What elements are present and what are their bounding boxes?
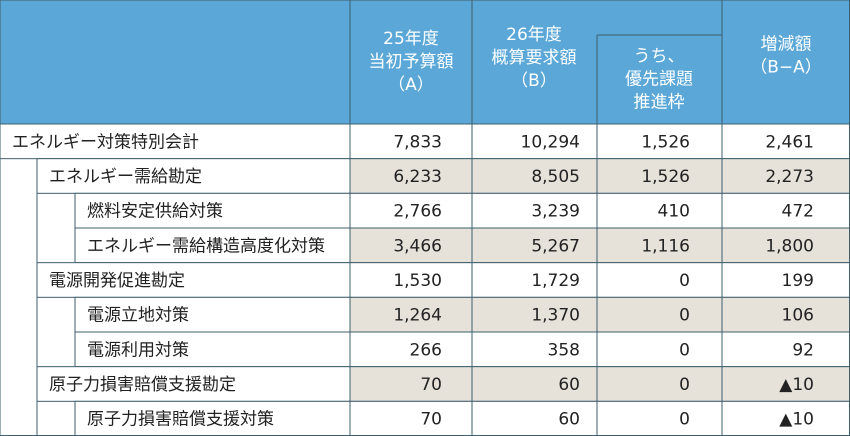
header-text: 26年度	[506, 25, 562, 45]
cell	[471, 192, 598, 229]
row-label: 燃料安定供給対策	[87, 202, 223, 222]
cell	[349, 262, 473, 298]
cell	[721, 400, 850, 436]
header-text: 25年度	[383, 29, 439, 49]
cell	[349, 192, 473, 229]
cell-value: 8,505	[531, 167, 580, 187]
row-label: 電源開発促進勘定	[49, 271, 185, 291]
cell	[471, 296, 598, 333]
cell-value: 1,526	[641, 132, 690, 152]
cell-value: ▲10	[779, 410, 814, 430]
header-bg	[0, 0, 850, 124]
cell-value: 2,766	[393, 202, 442, 222]
cell-value: 1,526	[641, 167, 690, 187]
cell	[471, 262, 598, 298]
cell	[349, 158, 473, 194]
cell-value: 7,833	[393, 132, 442, 152]
cell-value: 70	[420, 375, 442, 395]
header-text: 優先課題	[625, 70, 693, 90]
label-cell	[74, 331, 351, 368]
cell-value: 6,233	[393, 167, 442, 187]
cell-value: 410	[658, 202, 690, 222]
label-cell	[74, 296, 351, 333]
cell	[721, 123, 850, 160]
cell	[471, 331, 598, 368]
cell-value: 70	[420, 410, 442, 430]
row-label: 電源利用対策	[87, 340, 189, 360]
cell-value: 5,267	[531, 236, 580, 256]
header-text: 推進枠	[634, 93, 685, 113]
cell-value: 1,530	[393, 271, 442, 291]
cell-value: 0	[679, 375, 690, 395]
header-text: 当初予算額	[369, 52, 454, 72]
label-cell	[36, 262, 351, 298]
cell	[721, 296, 850, 333]
cell	[349, 366, 473, 402]
cell-value: 1,370	[531, 306, 580, 326]
cell	[721, 331, 850, 368]
cell	[349, 123, 473, 160]
header-text: うち、	[634, 47, 685, 67]
cell	[471, 400, 598, 436]
cell-value: 106	[782, 306, 814, 326]
cell-value: 2,461	[765, 132, 814, 152]
label-cell	[74, 227, 351, 264]
cell	[596, 227, 723, 264]
cell-value: 0	[679, 410, 690, 430]
label-cell	[74, 192, 351, 229]
header-text: （A）	[388, 75, 434, 95]
cell	[721, 192, 850, 229]
cell-value: 1,800	[765, 236, 814, 256]
cell	[596, 296, 723, 333]
cell	[349, 400, 473, 436]
cell-value: 266	[410, 340, 442, 360]
label-cell	[74, 400, 351, 436]
cell	[471, 123, 598, 160]
label-cell	[36, 366, 351, 402]
row-label: エネルギー対策特別会計	[12, 132, 199, 152]
cell-value: 1,116	[641, 236, 690, 256]
cell-value: 92	[792, 340, 814, 360]
cell	[596, 366, 723, 402]
row-label: 原子力損害賠償支援勘定	[49, 375, 236, 395]
cell-value: 60	[558, 410, 580, 430]
header-text: （B−A）	[750, 58, 822, 78]
cell	[596, 123, 723, 160]
cell	[471, 158, 598, 194]
cell	[721, 366, 850, 402]
cell-value: 2,273	[765, 167, 814, 187]
cell-value: 0	[679, 306, 690, 326]
cell	[596, 262, 723, 298]
header-text: 概算要求額	[492, 48, 577, 68]
cell-value: 472	[782, 202, 814, 222]
label-cell	[36, 158, 351, 194]
cell	[596, 158, 723, 194]
header-text: 増減額	[761, 35, 812, 55]
row-label: 原子力損害賠償支援対策	[87, 410, 274, 430]
cell-value: 199	[782, 271, 814, 291]
cell-value: 0	[679, 271, 690, 291]
label-cell	[0, 123, 351, 160]
row-label: エネルギー需給構造高度化対策	[87, 236, 325, 256]
cell-value: 60	[558, 375, 580, 395]
cell-value: 10,294	[521, 132, 580, 152]
cell-value: 0	[679, 340, 690, 360]
header-text: （B）	[511, 71, 557, 91]
cell-value: 1,729	[531, 271, 580, 291]
row-label: エネルギー需給勘定	[49, 167, 202, 187]
cell-value: 3,239	[531, 202, 580, 222]
cell-value: 1,264	[393, 306, 442, 326]
cell-value: 358	[548, 340, 580, 360]
cell-value: ▲10	[779, 375, 814, 395]
cell-value: 3,466	[393, 236, 442, 256]
cell	[596, 400, 723, 436]
cell	[596, 331, 723, 368]
cell	[349, 331, 473, 368]
row-label: 電源立地対策	[87, 306, 189, 326]
